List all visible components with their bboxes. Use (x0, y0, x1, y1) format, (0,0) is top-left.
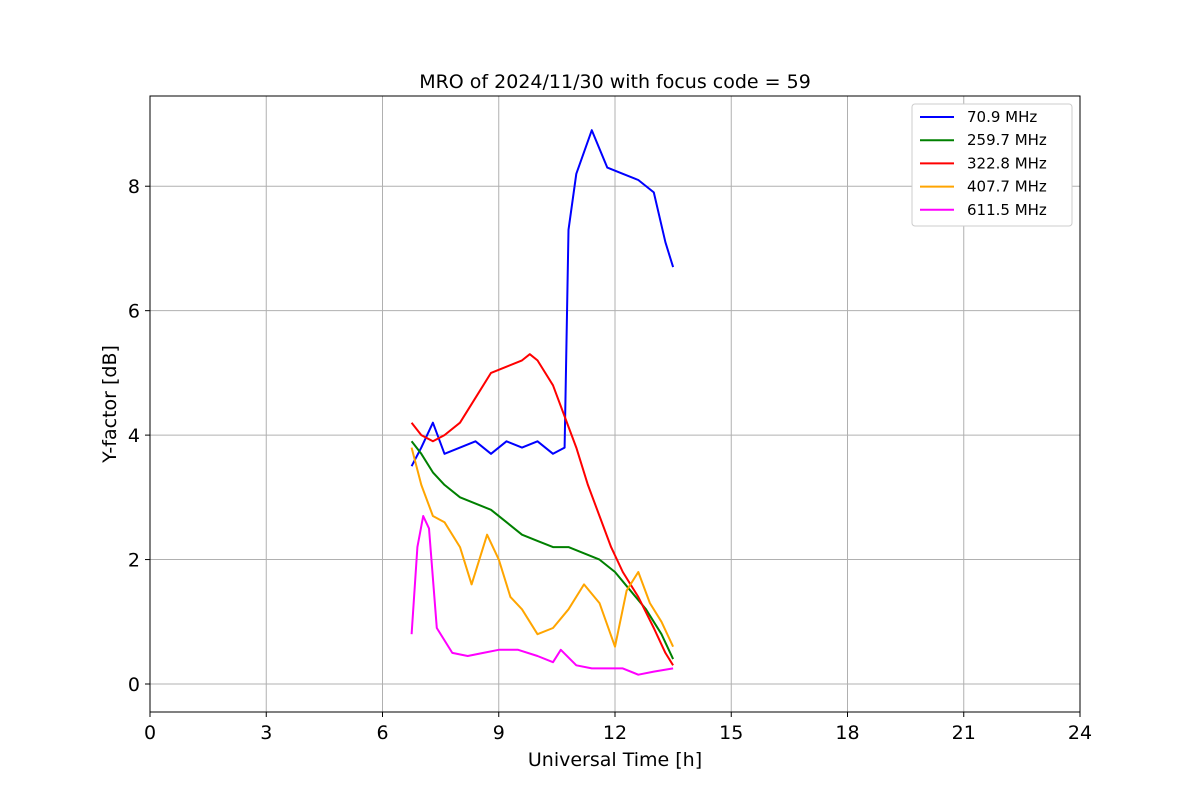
legend-label-1: 259.7 MHz (967, 131, 1047, 149)
x-tick-label: 6 (376, 722, 388, 744)
legend-label-2: 322.8 MHz (967, 154, 1047, 172)
legend-box (911, 103, 1073, 227)
x-tick-label: 3 (260, 722, 272, 744)
x-tick-label: 21 (952, 722, 976, 744)
legend: 70.9 MHz 259.7 MHz 322.8 MHz 407.7 MHz 6… (911, 103, 1073, 227)
legend-label-4: 611.5 MHz (967, 201, 1047, 219)
legend-label-3: 407.7 MHz (967, 178, 1047, 196)
x-axis-label: Universal Time [h] (528, 749, 702, 771)
chart-title: MRO of 2024/11/30 with focus code = 59 (419, 71, 811, 93)
y-tick-label: 8 (128, 176, 140, 198)
y-tick-label: 0 (128, 674, 140, 696)
x-tick-label: 24 (1068, 722, 1092, 744)
x-tick-label: 18 (835, 722, 859, 744)
x-tick-label: 9 (493, 722, 505, 744)
series-line-3 (410, 447, 675, 648)
y-tick-label: 4 (128, 425, 140, 447)
legend-label-0: 70.9 MHz (967, 108, 1037, 126)
y-tick-label: 2 (128, 550, 140, 572)
x-tick-label: 12 (603, 722, 627, 744)
series-line-0 (410, 129, 675, 467)
x-tick-label: 0 (144, 722, 156, 744)
series-line-4 (410, 515, 674, 676)
series-line-2 (410, 353, 674, 666)
y-axis-label: Y-factor [dB] (99, 345, 121, 464)
x-tick-label: 15 (719, 722, 743, 744)
series-line-1 (410, 440, 675, 660)
series-layer (410, 129, 675, 676)
y-tick-label: 6 (128, 301, 140, 323)
